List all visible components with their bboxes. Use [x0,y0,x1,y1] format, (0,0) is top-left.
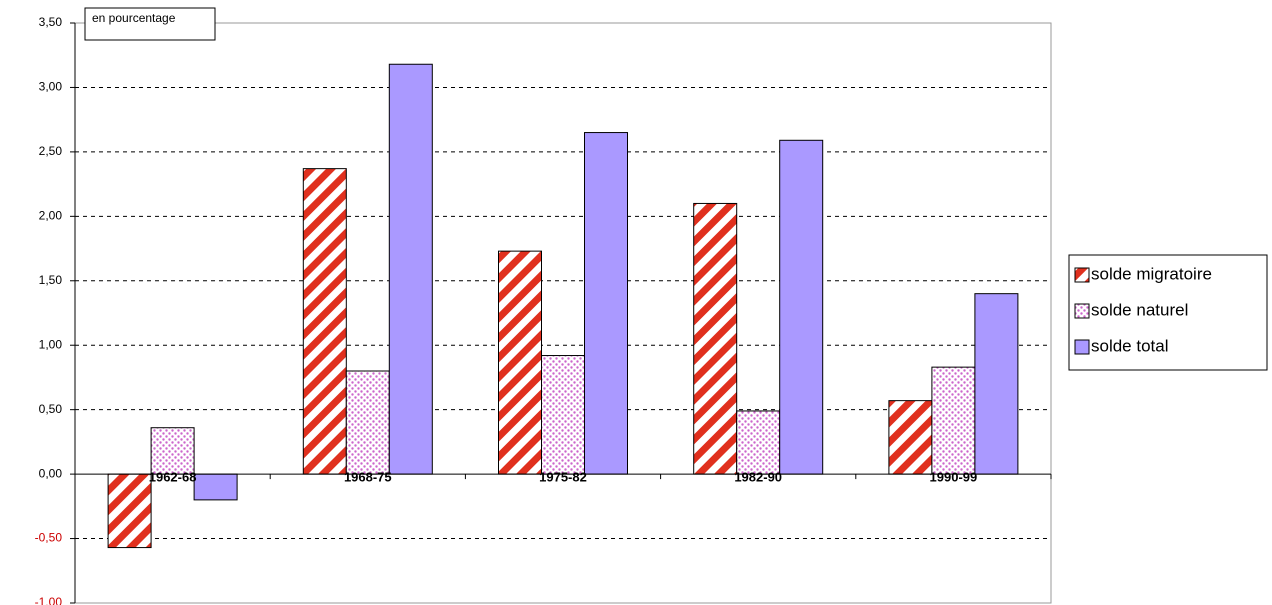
legend-swatch [1074,267,1090,283]
legend-label: solde naturel [1091,300,1188,319]
bar [736,410,781,475]
legend-box [1068,254,1268,371]
y-tick-label: 2,50 [39,144,63,158]
legend-label: solde total [1091,336,1169,355]
x-tick-label: 1962-68 [149,470,197,485]
y-tick-label: 0,50 [39,402,63,416]
bar [584,132,628,475]
y-tick-label: 0,00 [39,466,63,480]
bar [931,366,976,475]
x-tick-label: 1968-75 [344,470,392,485]
y-tick-label: 3,50 [39,15,63,29]
legend-swatch [1074,303,1090,319]
bar [107,473,152,549]
legend-label: solde migratoire [1091,264,1212,283]
bar [388,63,433,475]
bar [888,400,933,475]
bar [345,370,390,475]
legend-swatch [1074,339,1090,355]
bar [779,139,824,475]
bar [693,202,738,475]
bar [150,427,195,475]
y-tick-label: 3,00 [39,80,63,94]
y-tick-label: 1,50 [39,273,63,287]
y-tick-label: -1,00 [35,595,63,605]
bar [498,250,542,475]
y-tick-label: -0,50 [35,531,63,545]
bar [302,168,347,475]
y-tick-label: 1,00 [39,337,63,351]
x-tick-label: 1975-82 [539,470,587,485]
x-tick-label: 1990-99 [930,470,978,485]
bar [193,473,238,501]
x-tick-label: 1982-90 [734,470,782,485]
bar [974,293,1019,475]
plot-area [74,22,1052,604]
annotation: en pourcentage [92,11,176,25]
y-tick-label: 2,00 [39,209,63,223]
annotation-box [84,7,216,41]
bar [541,355,585,475]
